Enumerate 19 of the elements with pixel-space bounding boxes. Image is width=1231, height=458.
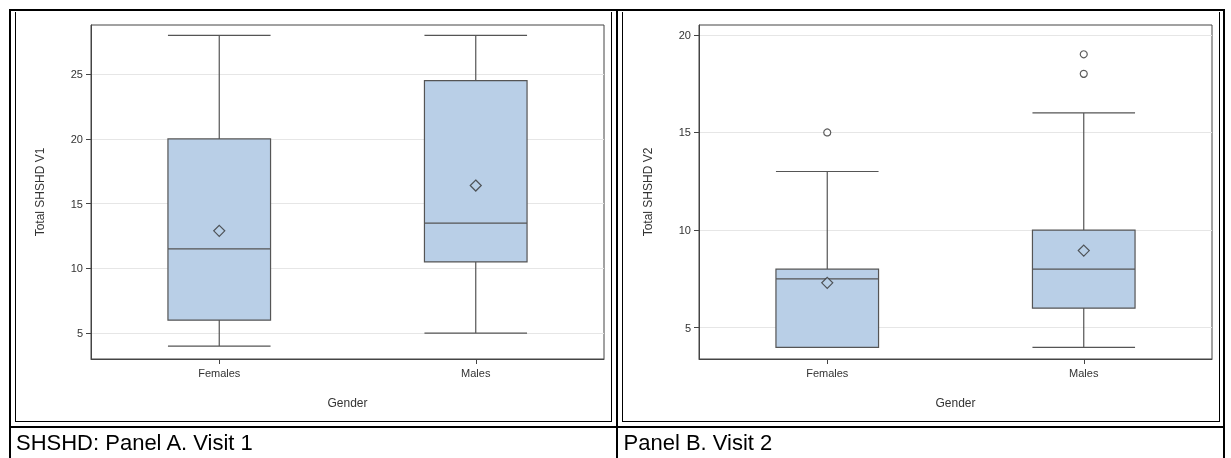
y-tick-label: 25 <box>70 68 83 81</box>
y-tick-label: 15 <box>678 126 691 139</box>
x-axis-title: Gender <box>327 396 368 410</box>
text: SHSHD: Panel A. Visit 1 <box>16 429 254 457</box>
y-tick-label: 10 <box>678 224 691 237</box>
y-tick-label: 5 <box>76 327 83 340</box>
x-tick-label: Females <box>198 366 241 379</box>
y-tick-label: 15 <box>70 197 83 210</box>
x-axis-title: Gender <box>934 396 976 410</box>
x-tick-label: Males <box>1068 366 1099 379</box>
y-tick-label: 20 <box>678 28 691 41</box>
y-tick-label: 20 <box>70 132 83 145</box>
y-axis-title: Total SHSHD V1 <box>33 147 47 237</box>
x-tick-label: Males <box>461 366 491 379</box>
text: Panel B. Visit 2 <box>623 429 774 457</box>
y-tick-label: 10 <box>70 262 83 275</box>
y-axis-title: Total SHSHD V2 <box>640 147 655 237</box>
x-tick-label: Females <box>805 366 849 379</box>
y-tick-label: 5 <box>684 321 691 334</box>
